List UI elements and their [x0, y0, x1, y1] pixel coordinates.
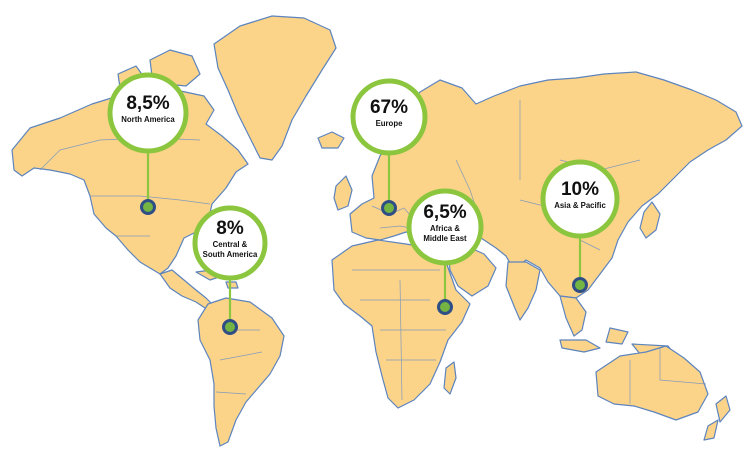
- central-south-america-marker: 8%Central &South America: [192, 205, 268, 335]
- africa-middle-east-label-line: Africa &: [430, 224, 460, 233]
- japan-landmass: [639, 201, 661, 239]
- europe-label-line: Europe: [376, 119, 404, 128]
- central-south-america-location-pin-center: [225, 322, 235, 332]
- africa-middle-east-marker: 6,5%Africa &Middle East: [406, 188, 484, 315]
- central-south-america-label-line: Central &: [213, 240, 248, 249]
- southeast-asia-landmass: [559, 295, 587, 337]
- central-south-america-bubble: [192, 205, 268, 281]
- new-zealand-landmass: [703, 395, 731, 441]
- north-america-bubble: [107, 72, 189, 154]
- central-south-america-label-line: South America: [203, 250, 258, 259]
- central-south-america-percentage: 8%: [216, 218, 244, 239]
- north-america-marker: 8,5%North America: [107, 72, 189, 215]
- north-america-label-line: North America: [121, 115, 175, 124]
- africa-middle-east-bubble: [406, 188, 484, 266]
- australia-landmass: [595, 345, 709, 421]
- asia-pacific-percentage: 10%: [561, 179, 599, 200]
- british-isles-landmass: [333, 175, 353, 211]
- north-america-percentage: 8,5%: [126, 93, 169, 114]
- greenland-landmass: [213, 15, 337, 161]
- asia-pacific-label-line: Asia & Pacific: [554, 201, 606, 210]
- south-america-landmass: [197, 297, 285, 447]
- africa-middle-east-label-line: Middle East: [423, 234, 467, 243]
- madagascar-landmass: [443, 361, 457, 395]
- europe-bubble: [350, 78, 428, 156]
- asia-pacific-marker: 10%Asia & Pacific: [540, 159, 620, 293]
- iceland-landmass: [317, 131, 345, 149]
- europe-location-pin-center: [384, 203, 394, 213]
- india-landmass: [505, 261, 541, 321]
- europe-marker: 67%Europe: [350, 78, 428, 216]
- asia-pacific-location-pin-center: [575, 280, 585, 290]
- north-america-location-pin-center: [143, 202, 153, 212]
- europe-percentage: 67%: [370, 97, 408, 118]
- africa-middle-east-location-pin-center: [440, 302, 450, 312]
- asia-pacific-bubble: [540, 159, 620, 239]
- africa-middle-east-percentage: 6,5%: [423, 202, 466, 223]
